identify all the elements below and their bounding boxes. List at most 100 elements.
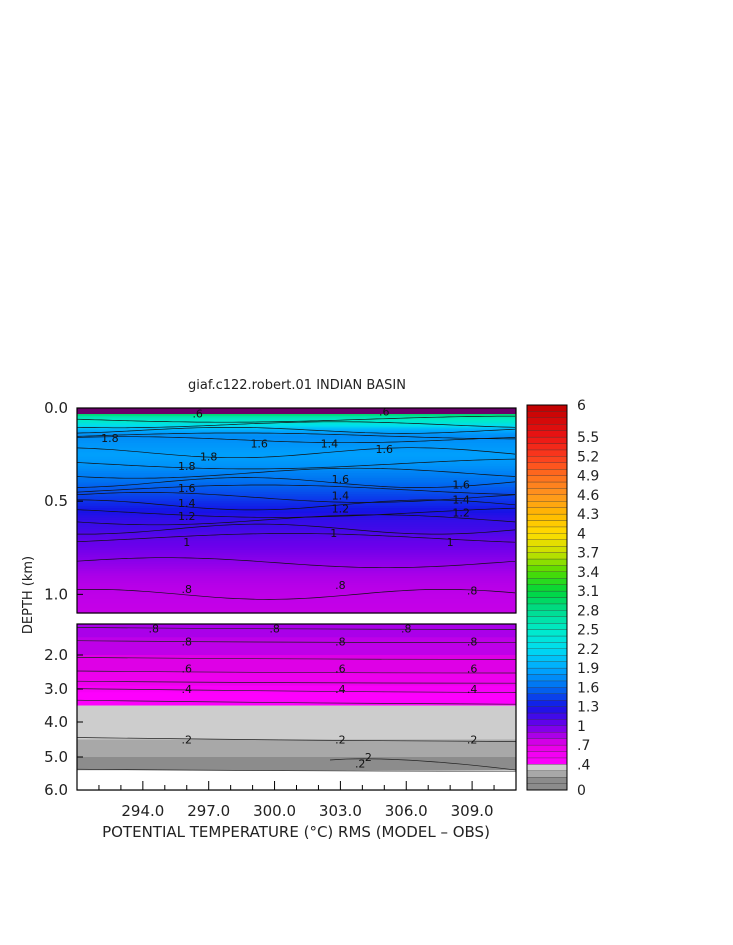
upper-fill-band bbox=[77, 508, 516, 512]
upper-fill-band bbox=[77, 589, 516, 593]
upper-fill-band bbox=[77, 573, 516, 577]
contour-line bbox=[76, 768, 517, 772]
colorbar-label: 1.3 bbox=[577, 700, 599, 716]
lower-contour-label: .8 bbox=[269, 622, 280, 635]
upper-fill-band bbox=[77, 592, 516, 595]
y-axis-label: DEPTH (km) bbox=[21, 556, 36, 634]
upper-contour-label: 1.8 bbox=[200, 451, 218, 464]
lower-fill-band bbox=[77, 757, 516, 771]
upper-fill-band bbox=[77, 568, 516, 572]
upper-fill-band bbox=[77, 578, 516, 581]
upper-fill-band bbox=[77, 417, 516, 420]
upper-contour-label: 1.6 bbox=[178, 482, 196, 495]
colorbar-swatch bbox=[526, 552, 568, 560]
contour-line bbox=[76, 737, 517, 742]
lower-fill-bands bbox=[77, 624, 516, 791]
upper-fill-band bbox=[77, 447, 516, 451]
colorbar-swatch bbox=[526, 635, 568, 643]
colorbar-swatch bbox=[526, 558, 568, 566]
contour-line bbox=[76, 657, 517, 660]
y-tick-label: 5.0 bbox=[44, 748, 68, 766]
lower-fill-band bbox=[77, 705, 516, 723]
upper-fill-band bbox=[77, 489, 516, 493]
lower-contour-lines bbox=[76, 627, 517, 772]
upper-fill-band bbox=[77, 494, 516, 498]
contour-line bbox=[76, 589, 516, 600]
upper-fill-band bbox=[77, 561, 516, 565]
upper-fill-band bbox=[77, 418, 516, 421]
colorbar-swatch bbox=[526, 436, 568, 444]
y-tick-label: 2.0 bbox=[44, 646, 68, 664]
upper-fill-band bbox=[77, 531, 516, 535]
colorbar-swatch bbox=[526, 610, 568, 617]
contour-line bbox=[76, 507, 516, 518]
upper-fill-band bbox=[77, 559, 516, 563]
contour-line bbox=[76, 467, 516, 479]
colorbar-label: 6 bbox=[577, 398, 586, 414]
upper-contour-label: .6 bbox=[379, 406, 390, 419]
colorbar-swatch bbox=[526, 648, 568, 656]
lower-panel: .8.8.8.8.8.8.6.6.6.4.4.4.2.2.2.2.2 bbox=[76, 622, 517, 791]
upper-fill-band bbox=[77, 456, 516, 460]
colorbar-swatch bbox=[526, 751, 568, 759]
colorbar-swatch bbox=[526, 757, 568, 765]
colorbar-label: 2.8 bbox=[577, 603, 599, 619]
upper-fill-band bbox=[77, 428, 516, 431]
upper-fill-band bbox=[77, 526, 516, 530]
colorbar-swatch bbox=[526, 597, 568, 605]
upper-fill-band bbox=[77, 466, 516, 470]
upper-fill-band bbox=[77, 475, 516, 479]
colorbar-label: 5.5 bbox=[577, 430, 599, 446]
colorbar-swatch bbox=[526, 667, 568, 675]
colorbar-label: .7 bbox=[577, 738, 590, 754]
colorbar-swatch bbox=[526, 777, 568, 784]
colorbar-swatch bbox=[526, 520, 568, 528]
colorbar-swatch bbox=[526, 526, 568, 534]
colorbar-swatch bbox=[526, 546, 568, 553]
colorbar-labels: 6 5.5 5.2 4.9 4.6 4.3 4 3.7 3.4 3.1 2.8 2.5 2.2 1.9 1.… bbox=[577, 398, 599, 799]
lower-contour-label: .8 bbox=[182, 636, 193, 649]
upper-fill-band bbox=[77, 543, 516, 547]
x-tick-label: 294.0 bbox=[121, 802, 164, 820]
upper-fill-band bbox=[77, 515, 516, 519]
colorbar-swatch bbox=[526, 501, 568, 508]
contour-line bbox=[76, 514, 516, 526]
colorbar-swatch bbox=[526, 732, 568, 739]
lower-contour-label: .4 bbox=[467, 683, 478, 696]
colorbar-label: 3.7 bbox=[577, 546, 599, 562]
colorbar-label: 2.5 bbox=[577, 623, 599, 639]
upper-fill-band bbox=[77, 484, 516, 488]
contour-line bbox=[76, 699, 517, 705]
contour-line bbox=[77, 523, 516, 535]
upper-fill-band bbox=[77, 608, 516, 614]
upper-fill-band bbox=[77, 512, 516, 516]
lower-contour-label: .6 bbox=[182, 663, 193, 676]
contour-line bbox=[76, 670, 517, 674]
upper-fill-band bbox=[77, 594, 516, 600]
colorbar-swatch bbox=[526, 539, 568, 547]
upper-contour-lines bbox=[76, 415, 516, 600]
upper-fill-band bbox=[77, 454, 516, 458]
y-axis: 0.0 0.5 1.0 2.0 3.0 4.0 5.0 6.0 bbox=[44, 399, 83, 799]
upper-fill-band bbox=[77, 445, 516, 449]
colorbar-swatch bbox=[526, 443, 568, 451]
colorbar-swatch bbox=[526, 700, 568, 707]
upper-contour-label: 1 bbox=[447, 536, 454, 549]
colorbar-swatch bbox=[526, 404, 568, 412]
colorbar-label: 4.6 bbox=[577, 488, 599, 504]
contour-line bbox=[76, 640, 517, 644]
upper-fill-band bbox=[77, 434, 516, 437]
colorbar-swatch bbox=[526, 642, 568, 649]
upper-fill-band bbox=[77, 431, 516, 434]
colorbar-swatch bbox=[526, 417, 568, 425]
colorbar-swatch bbox=[526, 770, 568, 778]
colorbar-label: 4.9 bbox=[577, 469, 599, 485]
upper-contour-label: .8 bbox=[335, 579, 346, 592]
y-tick-label: 6.0 bbox=[44, 781, 68, 799]
colorbar-frame bbox=[526, 404, 568, 791]
upper-contour-label: 1.2 bbox=[332, 503, 350, 516]
colorbar-label: 4.3 bbox=[577, 507, 599, 523]
upper-fill-band bbox=[77, 585, 516, 588]
lower-contour-label: .2 bbox=[355, 758, 366, 771]
